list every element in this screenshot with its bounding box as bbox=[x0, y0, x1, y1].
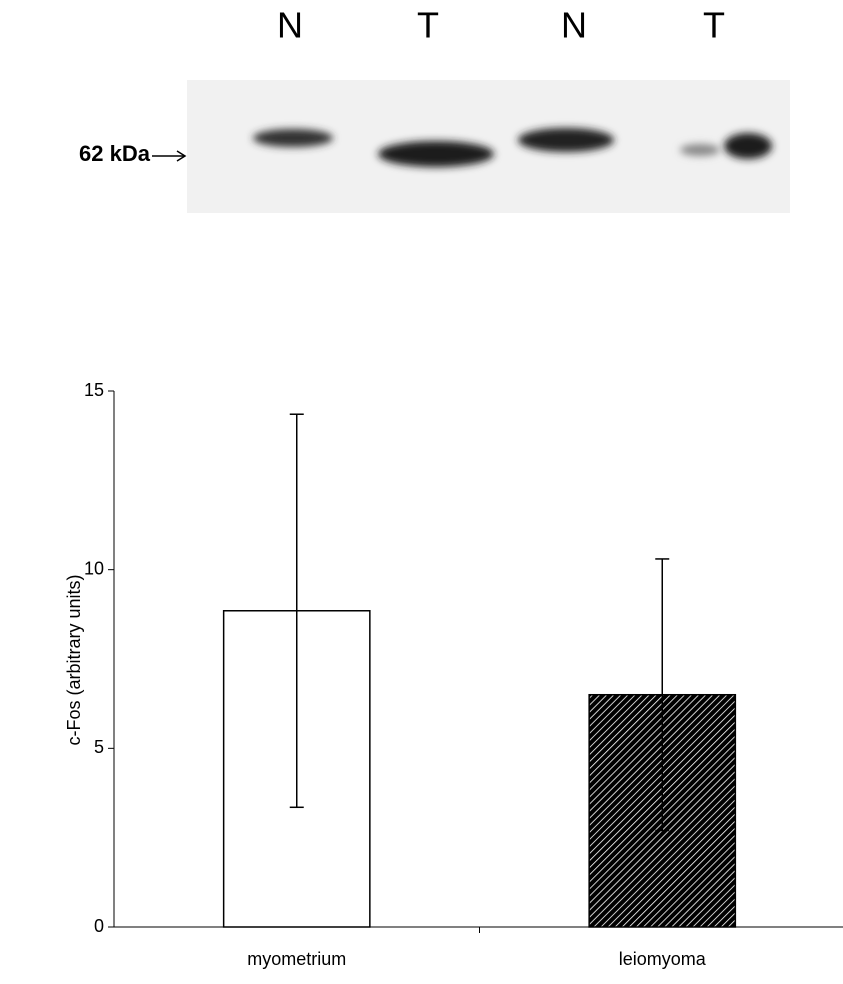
lane-label: T bbox=[703, 5, 725, 46]
figure: N T N T 62 kDa c-Fos (arbitrary units) 0… bbox=[0, 0, 843, 984]
x-tick-label: leiomyoma bbox=[619, 949, 707, 969]
band bbox=[378, 141, 494, 167]
y-tick-label: 5 bbox=[94, 737, 104, 757]
marker-label: 62 kDa bbox=[79, 141, 151, 166]
y-tick-label: 10 bbox=[84, 558, 104, 578]
blot: N T N T 62 kDa bbox=[79, 5, 790, 213]
lane-label: T bbox=[417, 5, 439, 46]
band bbox=[253, 129, 333, 147]
lane-label: N bbox=[277, 5, 303, 46]
y-tick-label: 15 bbox=[84, 380, 104, 400]
page: N T N T 62 kDa c-Fos (arbitrary units) 0… bbox=[0, 0, 843, 984]
band bbox=[724, 133, 772, 159]
band bbox=[518, 128, 614, 152]
y-axis-label: c-Fos (arbitrary units) bbox=[64, 574, 84, 745]
chart: c-Fos (arbitrary units) 0 5 10 15 myometrium… bbox=[64, 380, 843, 969]
y-tick-label: 0 bbox=[94, 916, 104, 936]
lane-label: N bbox=[561, 5, 587, 46]
x-tick-label: myometrium bbox=[247, 949, 346, 969]
band bbox=[680, 144, 720, 156]
